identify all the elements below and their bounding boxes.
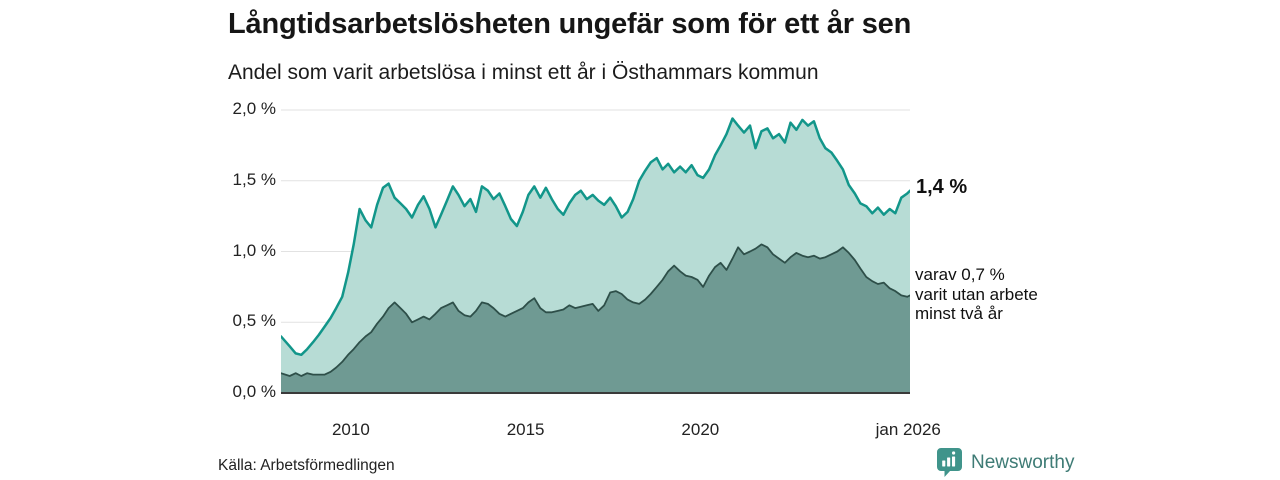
x-tick-label: 2020 (681, 420, 720, 439)
y-tick-label: 0,0 % (232, 382, 276, 401)
y-tick-label: 0,5 % (232, 311, 276, 331)
x-tick-label: jan 2026 (875, 420, 941, 439)
area-chart-svg (281, 109, 910, 394)
secondary-annotation: varav 0,7 % varit utan arbete minst två … (915, 265, 1038, 324)
y-tick-label: 2,0 % (232, 99, 276, 118)
chart-title: Långtidsarbetslösheten ungefär som för e… (228, 8, 912, 40)
secondary-annotation-line2: varit utan arbete (915, 284, 1038, 304)
y-tick-label: 1,0 % (232, 240, 276, 260)
y-tick-label: 1,5 % (232, 169, 276, 189)
chart-subtitle: Andel som varit arbetslösa i minst ett å… (228, 61, 819, 84)
secondary-annotation-line1: varav 0,7 % (915, 265, 1005, 284)
newsworthy-logo: Newsworthy (936, 447, 1074, 478)
newsworthy-wordmark: Newsworthy (971, 451, 1075, 473)
secondary-annotation-line3: minst två år (915, 304, 1003, 323)
source-note: Källa: Arbetsförmedlingen (218, 457, 395, 474)
latest-value-label: 1,4 % (916, 176, 968, 198)
x-tick-label: 2015 (506, 420, 545, 439)
newsworthy-bubble-chart-icon (937, 448, 962, 477)
plot-area (281, 100, 910, 400)
x-tick-label: 2010 (331, 420, 370, 439)
